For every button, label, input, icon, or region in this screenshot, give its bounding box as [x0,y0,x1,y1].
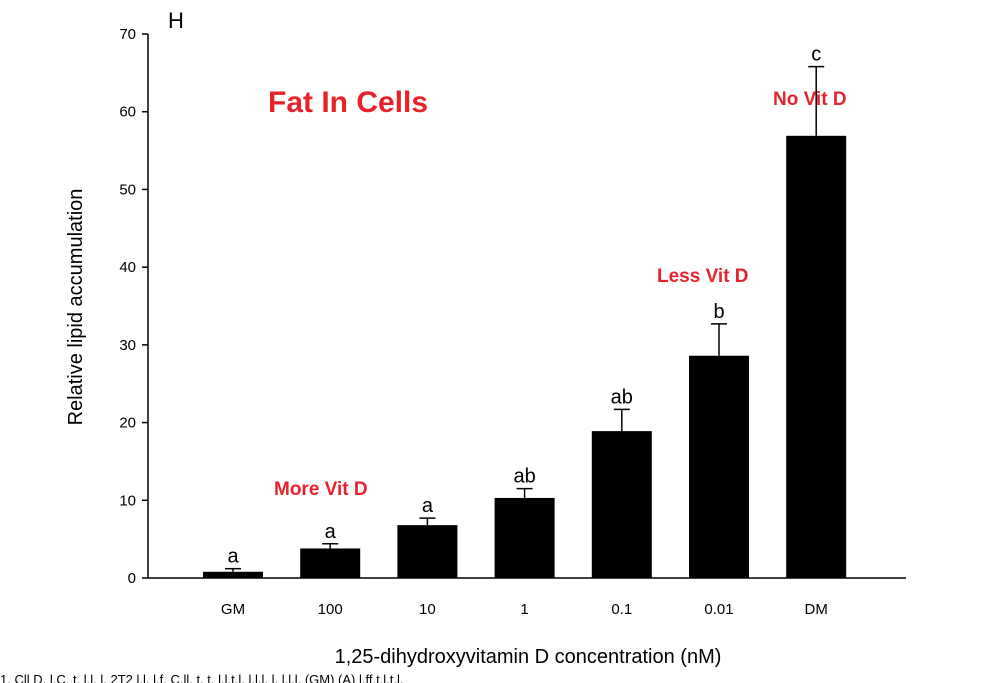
annotation-fat-in-cells: Fat In Cells [268,86,428,119]
significance-label: ab [611,386,633,408]
x-axis-title: 1,25-dihydroxyvitamin D concentration (n… [335,646,722,668]
y-axis-title: Relative lipid accumulation [65,189,87,426]
significance-label: c [811,44,821,66]
bar-GM [203,571,263,578]
x-tick-label: 10 [419,601,436,618]
annotation-more-vit-d: More Vit D [274,479,368,500]
annotation-no-vit-d: No Vit D [773,89,847,110]
y-tick-label: 30 [119,337,136,354]
x-tick-label: 100 [318,601,343,618]
bar-100 [300,548,361,578]
x-tick-label: GM [221,601,245,618]
significance-labels: a a a ab ab b c [227,44,821,568]
y-tick-label: 10 [119,492,136,509]
bar-1 [494,497,555,578]
bar-0.01 [689,355,749,578]
panel-label: H [168,8,184,33]
bar-0.1 [591,431,652,578]
x-tick-label: 0.01 [704,601,733,618]
significance-label: a [325,521,337,543]
x-tick-label: DM [805,601,828,618]
error-bars [225,65,825,572]
y-tick-label: 50 [119,181,136,198]
x-tick-labels: GM 100 10 1 0.1 0.01 DM [221,601,828,618]
bars [203,135,847,578]
significance-label: a [422,495,434,517]
x-tick-label: 1 [520,601,528,618]
y-tick-label: 40 [119,259,136,276]
y-tick-label: 0 [128,570,136,587]
significance-label: a [227,546,239,568]
y-tick-label: 20 [119,415,136,432]
x-tick-label: 0.1 [611,601,632,618]
y-tick-label: 60 [119,104,136,121]
bar-DM [786,135,847,578]
figure-caption: 1. Cll D. l.C. t. l.l. l. 2T2 l.l. l.f. … [0,672,404,683]
y-tick-label: 70 [119,26,136,43]
y-tick-labels: 0 10 20 30 40 50 60 70 [119,26,136,587]
significance-label: ab [513,466,535,488]
bar-10 [397,525,458,578]
significance-label: b [713,301,724,323]
annotation-less-vit-d: Less Vit D [657,266,749,287]
